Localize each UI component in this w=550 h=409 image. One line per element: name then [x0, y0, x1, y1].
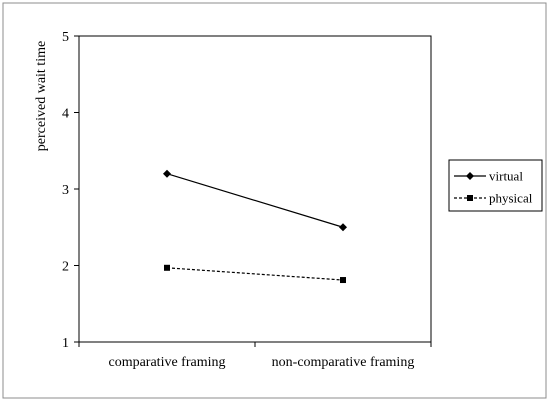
series-line-physical — [166, 267, 344, 281]
data-point-virtual — [163, 169, 171, 178]
y-tick-label: 5 — [62, 30, 69, 45]
data-point-physical — [340, 277, 346, 284]
y-tick-label: 4 — [62, 107, 69, 122]
data-point-virtual — [339, 223, 347, 232]
y-tick-label: 3 — [62, 183, 69, 198]
legend-label-physical: physical — [489, 191, 533, 206]
y-axis: 1 2 3 4 5 — [62, 30, 79, 351]
series-line-virtual — [166, 173, 344, 228]
legend-box — [448, 159, 543, 212]
y-tick-label: 1 — [62, 336, 69, 351]
plot-area — [78, 35, 432, 343]
x-tick-label: non-comparative framing — [272, 355, 415, 370]
legend-marker-virtual — [466, 172, 474, 180]
legend: virtual physical — [448, 159, 543, 212]
x-axis: comparative framing non-comparative frami… — [78, 342, 432, 370]
legend-marker-physical — [467, 195, 473, 201]
legend-label-virtual: virtual — [489, 169, 523, 184]
y-axis-label: perceived wait time — [34, 41, 49, 151]
series-layer — [163, 169, 347, 284]
x-tick-label: comparative framing — [108, 355, 225, 370]
y-tick-label: 2 — [62, 260, 69, 275]
data-point-physical — [164, 264, 170, 271]
